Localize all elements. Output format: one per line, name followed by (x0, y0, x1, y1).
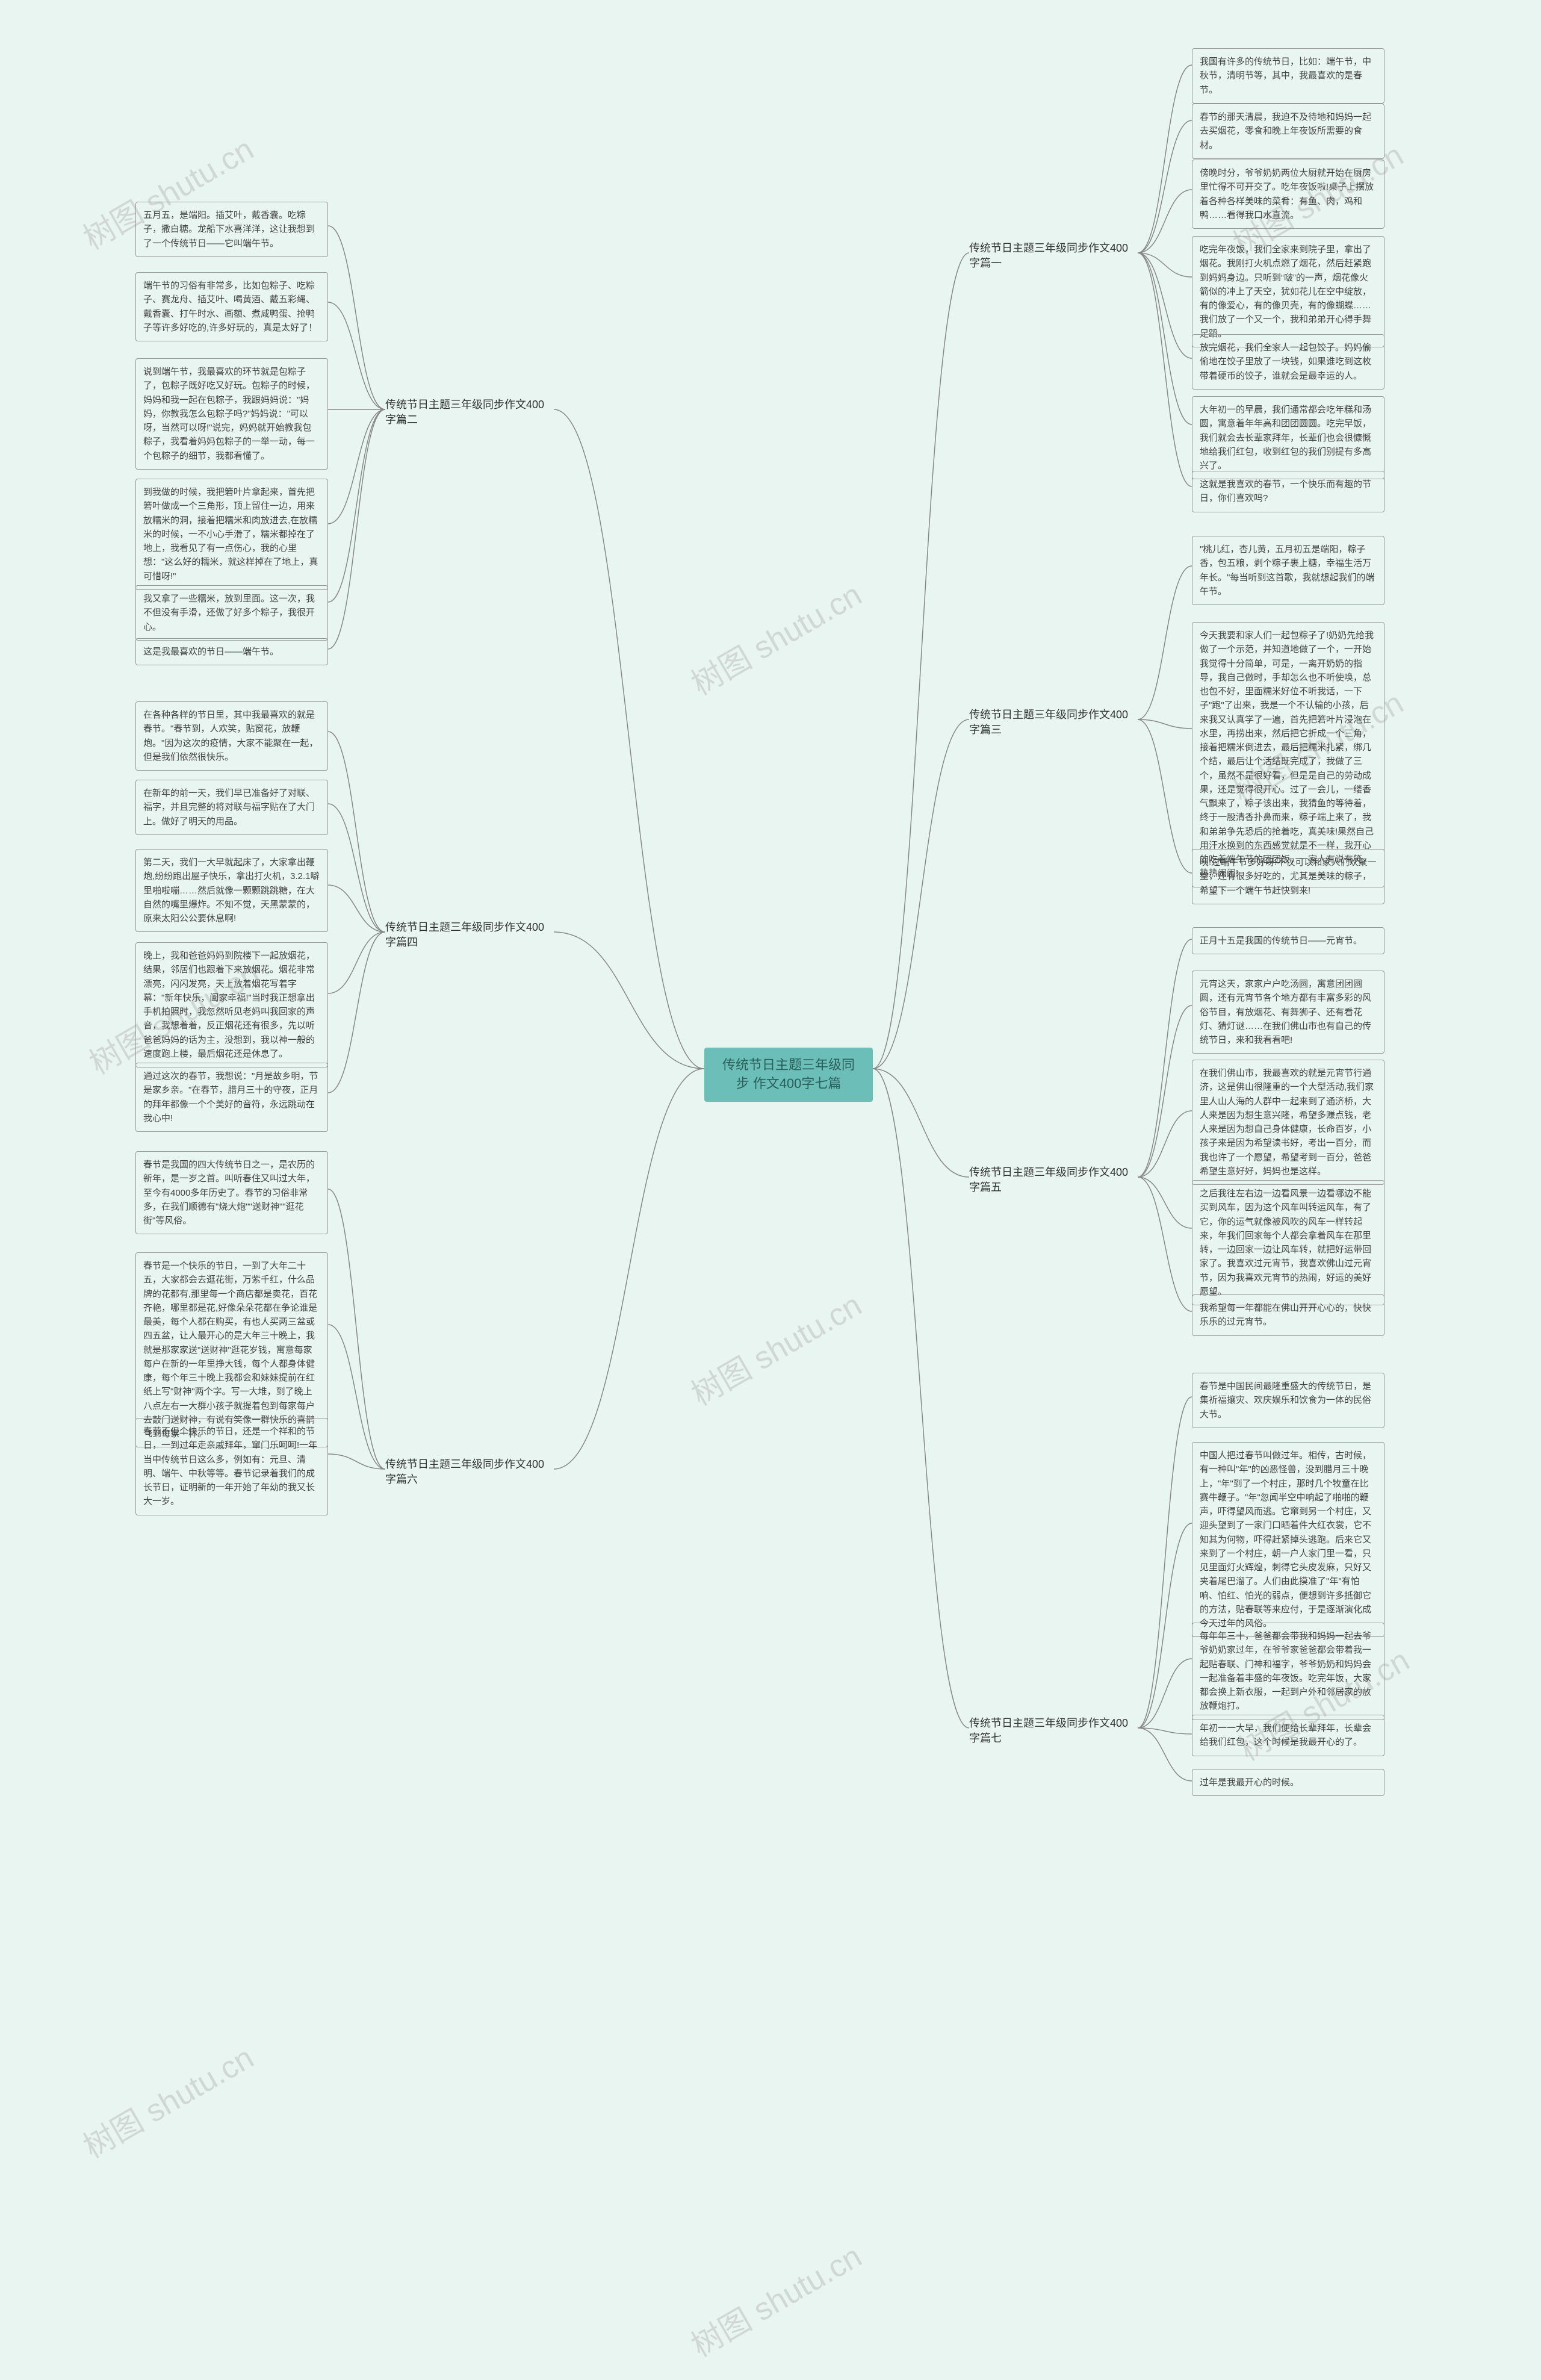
branch-label[interactable]: 传统节日主题三年级同步作文400字篇一 (969, 241, 1138, 271)
connector (554, 409, 704, 1069)
leaf-node[interactable]: 在各种各样的节日里，其中我最喜欢的就是春节。"春节到，人欢笑，贴窗花，放鞭炮。"… (135, 701, 328, 771)
branch-label[interactable]: 传统节日主题三年级同步作文400字篇六 (385, 1457, 554, 1487)
leaf-node[interactable]: 今天我要和家人们一起包粽子了!奶奶先给我做了一个示范，并知道地做了一个，一开始我… (1192, 622, 1384, 887)
watermark: 树图 shutu.cn (73, 2033, 260, 2166)
leaf-node[interactable]: 五月五，是端阳。插艾叶，戴香囊。吃粽子，撒白糖。龙船下水喜洋洋，这让我想到了一个… (135, 202, 328, 257)
connector (873, 1069, 969, 1728)
leaf-node[interactable]: 春节是我国的四大传统节日之一，是农历的新年，是一岁之首。叫听春住又叫过大年，至今… (135, 1151, 328, 1234)
connector (554, 932, 704, 1069)
leaf-node[interactable]: 说到端午节，我最喜欢的环节就是包粽子了，包粽子既好吃又好玩。包粽子的时候，妈妈和… (135, 358, 328, 470)
connector (1138, 1177, 1192, 1228)
leaf-node[interactable]: 春节是中国民间最隆重盛大的传统节日，是集祈福攘灾、欢庆娱乐和饮食为一体的民俗大节… (1192, 1373, 1384, 1428)
connector (1138, 566, 1192, 719)
branch-label[interactable]: 传统节日主题三年级同步作文400字篇四 (385, 920, 554, 950)
connector (328, 1325, 385, 1469)
connector (1138, 719, 1192, 873)
branch-label[interactable]: 传统节日主题三年级同步作文400字篇二 (385, 397, 554, 427)
leaf-node[interactable]: 元宵这天，家家户户吃汤圆，寓意团团圆圆，还有元宵节各个地方都有丰富多彩的风俗节目… (1192, 971, 1384, 1054)
leaf-node[interactable]: 放完烟花，我们全家人一起包饺子。妈妈偷偷地在饺子里放了一块钱，如果谁吃到这枚带着… (1192, 334, 1384, 390)
connector (1138, 1397, 1192, 1728)
watermark: 树图 shutu.cn (681, 2231, 868, 2365)
leaf-node[interactable]: 到我做的时候，我把箬叶片拿起来，首先把箬叶做成一个三角形，顶上留住一边，用来放糯… (135, 479, 328, 590)
leaf-node[interactable]: 吃完年夜饭，我们全家来到院子里，拿出了烟花。我刚打火机点燃了烟花，然后赶紧跑到妈… (1192, 236, 1384, 347)
leaf-node[interactable]: 通过这次的春节，我想说："月是故乡明，节是家乡亲。"在春节，腊月三十的守夜，正月… (135, 1063, 328, 1132)
connector (328, 804, 385, 932)
mindmap-center[interactable]: 传统节日主题三年级同步 作文400字七篇 (704, 1048, 873, 1102)
leaf-node[interactable]: 我国有许多的传统节日，比如：端午节，中秋节，清明节等，其中，我最喜欢的是春节。 (1192, 48, 1384, 104)
connector (328, 409, 385, 524)
branch-label[interactable]: 传统节日主题三年级同步作文400字篇五 (969, 1165, 1138, 1195)
connector (873, 1069, 969, 1177)
leaf-node[interactable]: 第二天，我们一大早就起床了，大家拿出鞭炮,纷纷跑出屋子快乐，拿出打火机，3.2.… (135, 849, 328, 932)
leaf-node[interactable]: 大年初一的早晨，我们通常都会吃年糕和汤圆，寓意着年年高和团团圆圆。吃完早饭，我们… (1192, 396, 1384, 479)
connector (328, 409, 385, 602)
connector (1138, 939, 1192, 1177)
connector (1138, 253, 1192, 277)
leaf-node[interactable]: 我希望每一年都能在佛山开开心心的，快快乐乐的过元宵节。 (1192, 1294, 1384, 1336)
leaf-node[interactable]: 正月十五是我国的传统节日——元宵节。 (1192, 927, 1384, 954)
connector (328, 932, 385, 1093)
watermark: 树图 shutu.cn (681, 570, 868, 703)
leaf-node[interactable]: 这就是我喜欢的春节，一个快乐而有趣的节日，你们喜欢吗? (1192, 471, 1384, 512)
connector (1138, 1005, 1192, 1177)
connector (1138, 1659, 1192, 1728)
connector (1138, 1523, 1192, 1728)
connector (328, 1189, 385, 1469)
connector (328, 302, 385, 409)
leaf-node[interactable]: 年初一一大早，我们便给长辈拜年，长辈会给我们红包，这个时候是我最开心的了。 (1192, 1715, 1384, 1756)
watermark: 树图 shutu.cn (681, 1280, 868, 1414)
connector (328, 409, 385, 649)
branch-label[interactable]: 传统节日主题三年级同步作文400字篇三 (969, 707, 1138, 738)
connector (1138, 65, 1192, 253)
connector (1138, 253, 1192, 358)
connector (1138, 1177, 1192, 1311)
connector (328, 885, 385, 932)
leaf-node[interactable]: 过年是我最开心的时候。 (1192, 1769, 1384, 1796)
branch-label[interactable]: 传统节日主题三年级同步作文400字篇七 (969, 1716, 1138, 1746)
leaf-node[interactable]: "桃儿红，杏儿黄，五月初五是端阳，粽子香，包五粮，剥个粽子裹上糖，幸福生活万年长… (1192, 536, 1384, 605)
connector (328, 226, 385, 409)
leaf-node[interactable]: 中国人把过春节叫做过年。相传，古时候，有一种叫"年"的凶恶怪兽，没到腊月三十晚上… (1192, 1442, 1384, 1637)
connector (1138, 120, 1192, 253)
leaf-node[interactable]: 傍晚时分，爷爷奶奶两位大厨就开始在厨房里忙得不可开交了。吃年夜饭啦!桌子上摆放着… (1192, 160, 1384, 229)
connector (1138, 1728, 1192, 1781)
leaf-node[interactable]: 这是我最喜欢的节日——端午节。 (135, 638, 328, 665)
leaf-node[interactable]: 在我们佛山市，我最喜欢的就是元宵节行通济，这是佛山很隆重的一个大型活动,我们家里… (1192, 1060, 1384, 1185)
connector (328, 732, 385, 932)
connector (1138, 253, 1192, 424)
connector (1138, 719, 1192, 729)
leaf-node[interactable]: 春节不但个快乐的节日，还是一个祥和的节日，一到过年走亲戚拜年，窜门乐呵呵!一年当… (135, 1418, 328, 1515)
connector (873, 253, 969, 1069)
connector (1138, 1728, 1192, 1734)
leaf-node[interactable]: 之后我往左右边一边看风景一边看哪边不能买到风车，因为这个风车叫转运风车，有了它，… (1192, 1180, 1384, 1305)
leaf-node[interactable]: 我又拿了一些糯米，放到里面。这一次，我不但没有手滑，还做了好多个粽子，我很开心。 (135, 585, 328, 641)
connector (328, 932, 385, 993)
leaf-node[interactable]: 晚上，我和爸爸妈妈到院楼下一起放烟花，结果，邻居们也跟着下来放烟花。烟花非常漂亮… (135, 942, 328, 1067)
leaf-node[interactable]: 每年年三十，爸爸都会带我和妈妈一起去爷爷奶奶家过年，在爷爷家爸爸都会带着我一起贴… (1192, 1623, 1384, 1720)
connector (1138, 190, 1192, 253)
leaf-node[interactable]: 春节的那天清晨，我迫不及待地和妈妈一起去买烟花，零食和晚上年夜饭所需要的食材。 (1192, 104, 1384, 159)
connector (328, 1454, 385, 1469)
connector (1138, 253, 1192, 486)
leaf-node[interactable]: 端午节的习俗有非常多，比如包粽子、吃粽子、赛龙舟、插艾叶、喝黄酒、戴五彩绳、戴香… (135, 272, 328, 341)
connector (554, 1069, 704, 1469)
connector (873, 719, 969, 1069)
leaf-node[interactable]: 咦!过端午节多好呀!不仅可以和家人们欢聚一堂，还有很多好吃的，尤其是美味的粽子，… (1192, 849, 1384, 904)
leaf-node[interactable]: 在新年的前一天，我们早已准备好了对联、福字，并且完整的将对联与福字贴在了大门上。… (135, 780, 328, 835)
connector (1138, 1111, 1192, 1177)
